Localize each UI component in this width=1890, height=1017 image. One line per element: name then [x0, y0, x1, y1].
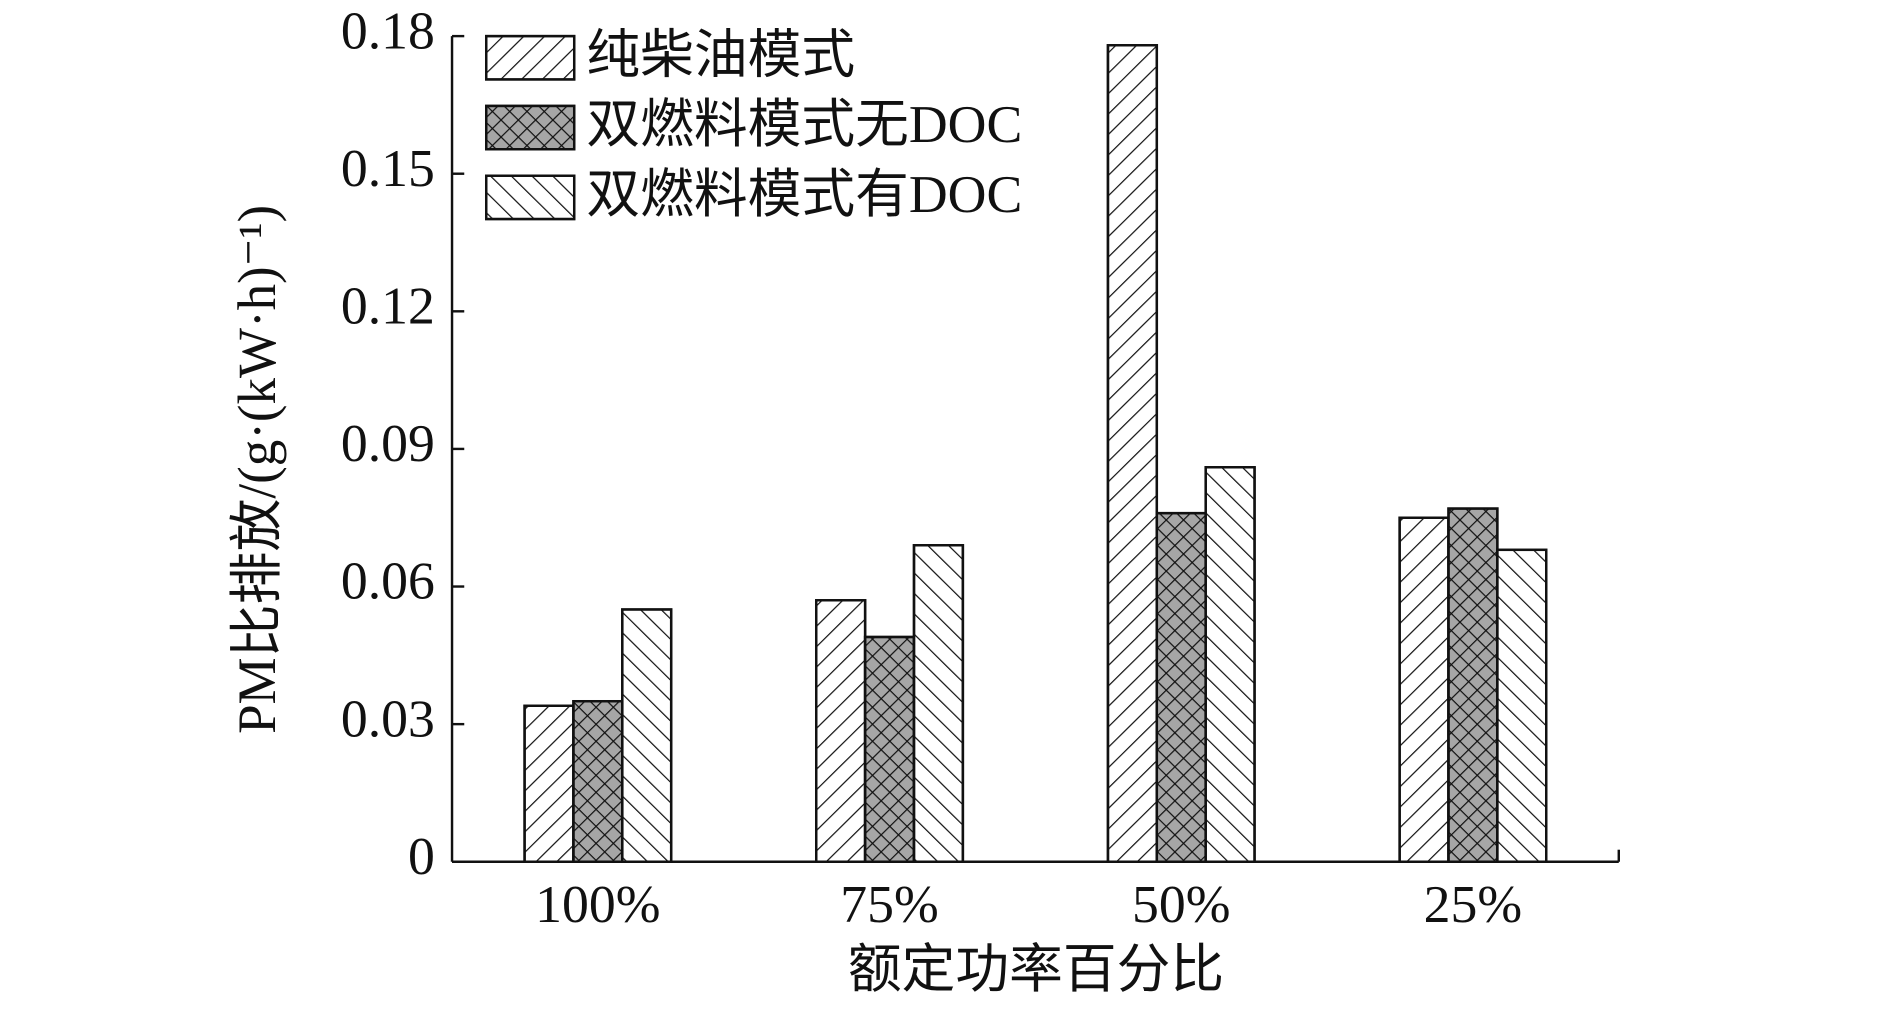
- legend-swatch-hatch: [485, 104, 576, 151]
- bar-hatch: [863, 635, 916, 863]
- bar-group: [1106, 44, 1159, 863]
- x-tick-label: 50%: [1132, 874, 1231, 934]
- bar-hatch: [1496, 548, 1548, 863]
- bar-group: [912, 544, 965, 863]
- bar-hatch: [1204, 466, 1256, 863]
- x-tick-label: 75%: [840, 874, 939, 934]
- bar-group: [621, 608, 673, 863]
- y-tick-label: 0.18: [341, 1, 435, 61]
- bar-hatch: [1155, 511, 1207, 863]
- bar-hatch: [523, 704, 575, 863]
- bar-group: [1398, 516, 1450, 863]
- bar-group: [1155, 511, 1207, 863]
- bar-hatch: [572, 699, 624, 863]
- y-tick-label: 0.12: [341, 276, 435, 336]
- bar-group: [1447, 507, 1499, 863]
- y-tick-label: 0.15: [341, 138, 435, 198]
- bar-hatch: [1447, 507, 1499, 863]
- bar-hatch: [1106, 44, 1159, 863]
- y-tick-label: 0.03: [341, 689, 435, 749]
- bar-group: [523, 704, 575, 863]
- bar-hatch: [815, 599, 867, 863]
- x-tick-label: 100%: [535, 874, 660, 934]
- y-tick-label: 0.06: [341, 551, 435, 611]
- bar-group: [572, 699, 624, 863]
- bar-hatch: [621, 608, 673, 863]
- bar-hatch: [912, 544, 965, 863]
- y-tick-label: 0.09: [341, 413, 435, 473]
- bar-group: [815, 599, 867, 863]
- legend-label: 纯柴油模式: [586, 25, 855, 85]
- legend-label: 双燃料模式无DOC: [586, 95, 1022, 155]
- legend-swatch-hatch: [485, 174, 576, 221]
- x-axis-label: 额定功率百分比: [848, 939, 1224, 999]
- y-tick-label: 0: [408, 826, 435, 886]
- legend-swatch-hatch: [485, 34, 576, 81]
- y-axis-label: PM比排放/(g·(kW·h)⁻¹): [227, 205, 287, 734]
- bar-group: [1496, 548, 1548, 863]
- bar-hatch: [1398, 516, 1450, 863]
- bar-group: [1204, 466, 1256, 863]
- x-tick-label: 25%: [1424, 874, 1523, 934]
- bar-group: [863, 635, 916, 863]
- legend-label: 双燃料模式有DOC: [586, 164, 1022, 224]
